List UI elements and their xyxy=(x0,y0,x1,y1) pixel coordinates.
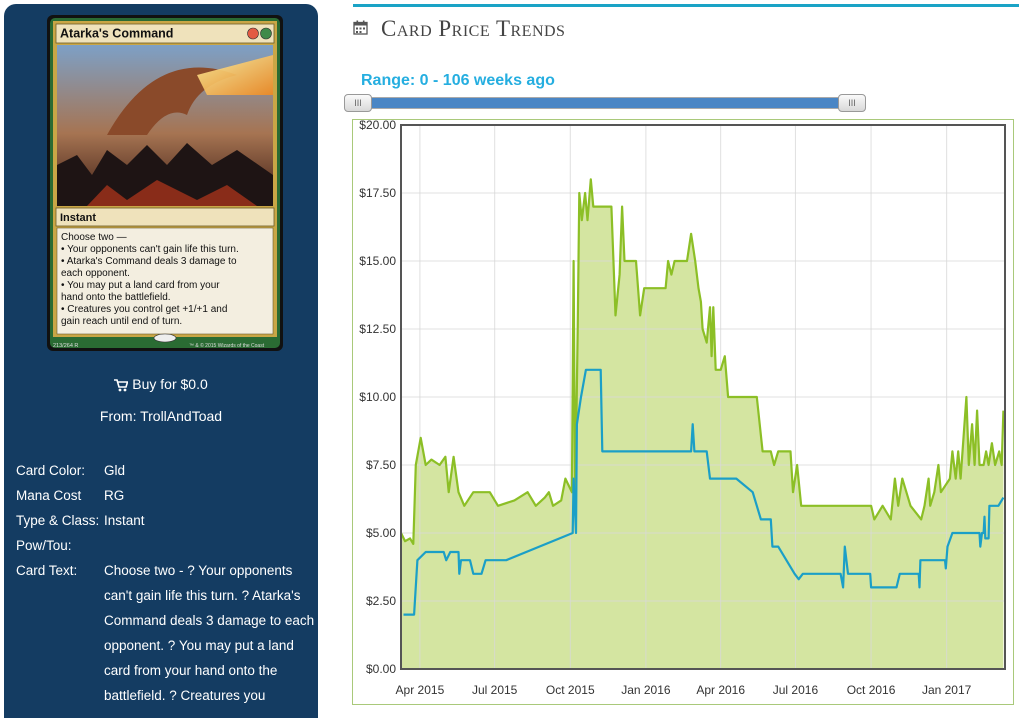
svg-text:• Your opponents can't gain li: • Your opponents can't gain life this tu… xyxy=(61,244,239,255)
page-title: Card Price Trends xyxy=(381,16,566,41)
y-tick-label: $17.50 xyxy=(359,186,396,200)
card-copyright: ™ & © 2015 Wizards of the Coast xyxy=(189,342,265,349)
detail-row-color: Card Color: Gld xyxy=(16,463,126,478)
shopping-cart-icon xyxy=(114,378,129,392)
svg-text:hand onto the battlefield.: hand onto the battlefield. xyxy=(61,292,171,303)
range-handle-start[interactable]: III xyxy=(344,94,372,112)
calendar-icon xyxy=(353,20,368,35)
card-type-line: Instant xyxy=(60,212,96,224)
svg-text:• You may put a land card from: • You may put a land card from your xyxy=(61,280,220,291)
y-tick-label: $12.50 xyxy=(359,322,396,336)
range-label: Range: 0 - 106 weeks ago xyxy=(361,72,555,89)
x-tick-label: Jan 2017 xyxy=(922,683,972,697)
range-slider-fill xyxy=(359,98,853,108)
svg-text:Choose two —: Choose two — xyxy=(61,232,127,243)
card-sidebar: Atarka's Command Instant Choose two — • … xyxy=(4,4,318,718)
buy-source: From: TrollAndToad xyxy=(99,408,223,424)
range-slider[interactable] xyxy=(346,97,866,109)
card-rules-text: Choose two — • Your opponents can't gain… xyxy=(61,232,239,327)
svg-text:gain reach until end of turn.: gain reach until end of turn. xyxy=(61,316,182,327)
y-tick-label: $7.50 xyxy=(366,458,396,472)
card-collector-number: 213/264 R xyxy=(53,343,78,349)
y-tick-label: $20.00 xyxy=(359,120,396,132)
detail-row-type: Type & Class: Instant xyxy=(16,513,145,528)
y-tick-label: $2.50 xyxy=(366,594,396,608)
detail-row-powtou: Pow/Tou: xyxy=(16,538,72,553)
detail-row-mana: Mana Cost RG xyxy=(16,488,125,503)
detail-row-text: Card Text: Choose two - ? Your opponents … xyxy=(16,563,315,703)
y-tick-label: $5.00 xyxy=(366,526,396,540)
x-tick-label: Apr 2016 xyxy=(696,683,745,697)
x-tick-label: Jul 2016 xyxy=(773,683,819,697)
price-chart-frame: $0.00 $2.50 $5.00 $7.50 $10.00 $12.50 $15.00 $1… xyxy=(352,118,1014,705)
y-tick-label: $15.00 xyxy=(359,254,396,268)
card-details: Card Color: Gld Mana Cost RG Type & Class:… xyxy=(16,458,316,708)
card-image: Atarka's Command Instant Choose two — • … xyxy=(47,15,283,351)
x-tick-label: Oct 2015 xyxy=(546,683,595,697)
price-chart: $0.00 $2.50 $5.00 $7.50 $10.00 $12.50 $15.00 $1… xyxy=(359,118,1006,697)
y-tick-label: $0.00 xyxy=(366,662,396,676)
series-1-area xyxy=(401,179,1004,669)
plot-frame xyxy=(400,124,1006,670)
card-name: Atarka's Command xyxy=(60,27,173,41)
x-tick-label: Jan 2016 xyxy=(621,683,671,697)
series-2-line xyxy=(403,368,1005,616)
x-tick-label: Oct 2016 xyxy=(847,683,896,697)
x-tick-label: Apr 2015 xyxy=(396,683,445,697)
svg-text:• Creatures you control get +1: • Creatures you control get +1/+1 and xyxy=(61,304,227,315)
svg-text:each opponent.: each opponent. xyxy=(61,268,130,279)
title-rule xyxy=(353,4,1019,7)
x-tick-label: Jul 2015 xyxy=(472,683,518,697)
y-tick-label: $10.00 xyxy=(359,390,396,404)
svg-text:• Atarka's Command deals 3 dam: • Atarka's Command deals 3 damage to xyxy=(61,256,237,267)
range-handle-end[interactable]: III xyxy=(838,94,866,112)
buy-link[interactable]: Buy for $0.0 xyxy=(4,376,318,392)
buy-label[interactable]: Buy for $0.0 xyxy=(132,376,208,392)
series-1-line xyxy=(400,178,1005,545)
